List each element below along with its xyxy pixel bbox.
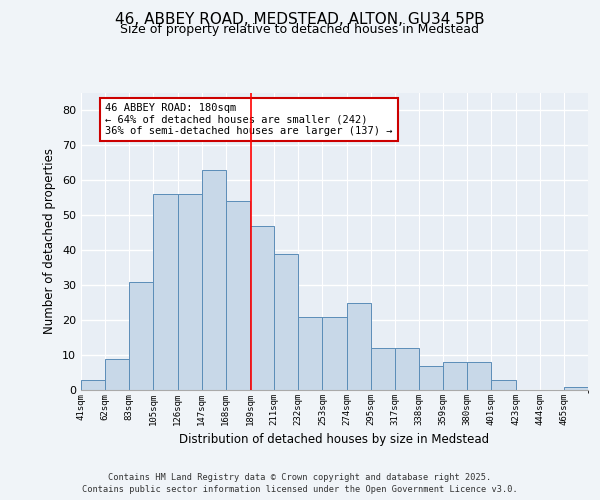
- Y-axis label: Number of detached properties: Number of detached properties: [43, 148, 56, 334]
- Bar: [274, 254, 298, 390]
- Bar: [564, 386, 588, 390]
- Bar: [371, 348, 395, 390]
- Bar: [467, 362, 491, 390]
- Bar: [226, 201, 250, 390]
- Text: 46, ABBEY ROAD, MEDSTEAD, ALTON, GU34 5PB: 46, ABBEY ROAD, MEDSTEAD, ALTON, GU34 5P…: [115, 12, 485, 28]
- Bar: [419, 366, 443, 390]
- Bar: [491, 380, 515, 390]
- Bar: [202, 170, 226, 390]
- Bar: [81, 380, 105, 390]
- Bar: [322, 316, 347, 390]
- Bar: [250, 226, 274, 390]
- Bar: [105, 358, 129, 390]
- Bar: [443, 362, 467, 390]
- Bar: [395, 348, 419, 390]
- Bar: [129, 282, 154, 390]
- Bar: [298, 316, 322, 390]
- X-axis label: Distribution of detached houses by size in Medstead: Distribution of detached houses by size …: [179, 434, 490, 446]
- Text: Contains HM Land Registry data © Crown copyright and database right 2025.
Contai: Contains HM Land Registry data © Crown c…: [82, 472, 518, 494]
- Text: Size of property relative to detached houses in Medstead: Size of property relative to detached ho…: [121, 22, 479, 36]
- Bar: [347, 302, 371, 390]
- Text: 46 ABBEY ROAD: 180sqm
← 64% of detached houses are smaller (242)
36% of semi-det: 46 ABBEY ROAD: 180sqm ← 64% of detached …: [105, 103, 392, 136]
- Bar: [178, 194, 202, 390]
- Bar: [154, 194, 178, 390]
